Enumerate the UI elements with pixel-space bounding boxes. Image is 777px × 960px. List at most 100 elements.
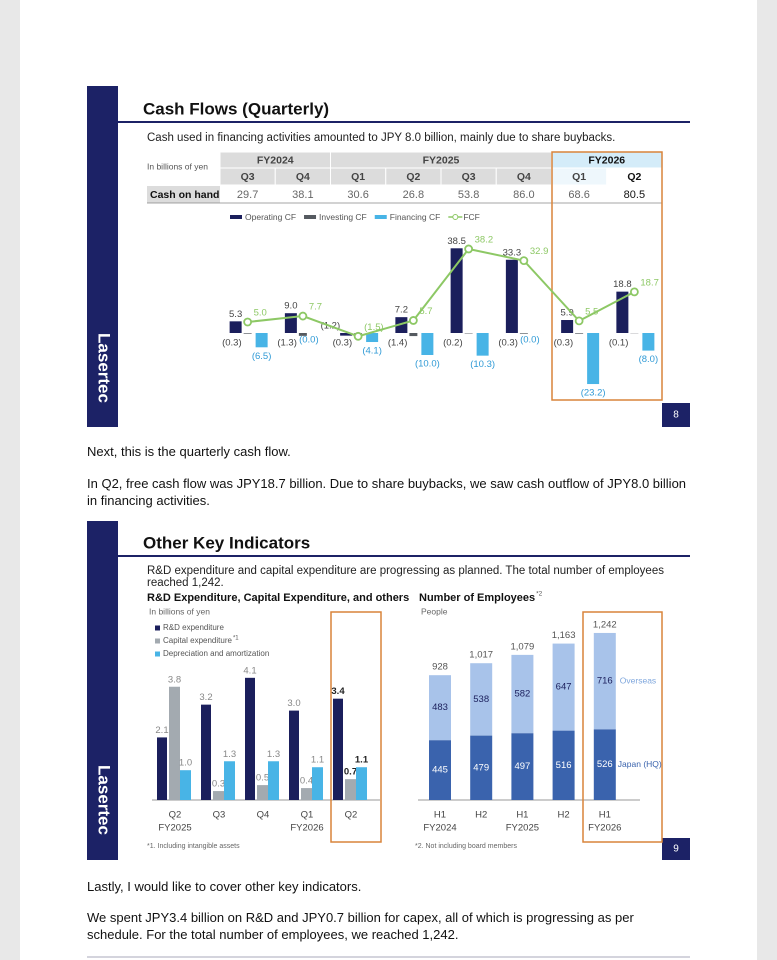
highlight-box [551, 151, 663, 401]
x-group-label: FY2024 [423, 823, 456, 834]
data-label: (10.3) [470, 359, 495, 370]
table-cell: 80.5 [624, 189, 645, 201]
bar [243, 333, 252, 334]
data-label: 3.4 [331, 686, 345, 697]
page-number-box [662, 403, 690, 427]
bar-segment [593, 632, 616, 730]
x-tick-label: Q2 [169, 810, 182, 821]
data-label: 18.7 [640, 277, 659, 288]
data-label: 5.0 [254, 308, 267, 319]
legend-swatch [374, 215, 387, 219]
quarter-header: Q2 [406, 171, 420, 183]
x-tick-label: H1 [599, 810, 611, 821]
legend-swatch [155, 638, 160, 644]
brand: Lasertec [95, 765, 114, 835]
table-cell: 68.6 [568, 189, 589, 201]
x-tick-label: Q2 [345, 810, 358, 821]
data-label: 3.2 [199, 692, 212, 703]
data-label: 33.3 [503, 247, 522, 258]
data-label: 3.8 [168, 674, 181, 685]
fiscal-year-header: FY2024 [257, 154, 294, 166]
bar [333, 698, 343, 800]
bar [169, 686, 180, 800]
data-label: 5.9 [561, 308, 574, 319]
paragraph: In Q2, free cash flow was JPY18.7 billio… [87, 476, 687, 508]
table-cell: 53.8 [458, 189, 479, 201]
x-tick-label: Q3 [213, 810, 226, 821]
chart-unit: People [421, 606, 448, 616]
table-cell: 38.1 [292, 189, 313, 201]
x-tick-label: H1 [434, 810, 446, 821]
data-label: (0.3) [498, 338, 518, 349]
bar [213, 791, 224, 800]
fiscal-year-header: FY2026 [588, 154, 625, 166]
data-label: 483 [432, 702, 448, 713]
data-label: 1.3 [267, 749, 280, 760]
data-label: (0.0) [299, 335, 319, 346]
table-cell: 86.0 [513, 189, 534, 201]
bar [255, 333, 268, 348]
bar [561, 320, 574, 333]
bar [289, 710, 299, 800]
data-label: 7.7 [309, 302, 322, 313]
legend-label: R&D expenditure [163, 623, 224, 632]
data-label: (1.4) [388, 338, 408, 349]
brand-strip [87, 86, 118, 427]
bar [201, 704, 211, 800]
quarter-header: Q4 [296, 171, 310, 183]
paragraph: Lastly, I would like to cover other key … [87, 879, 362, 894]
data-label: (23.2) [581, 388, 606, 399]
x-tick-label: H2 [475, 810, 487, 821]
brand: Lasertec [95, 333, 114, 403]
legend-label: Capital expenditure [163, 636, 232, 645]
bar [450, 248, 463, 333]
bar-segment [552, 643, 575, 731]
bar-segment [593, 729, 616, 800]
fcf-line [247, 247, 635, 338]
legend-swatch [304, 215, 317, 219]
table-cell: 30.6 [347, 189, 368, 201]
fcf-point [243, 317, 253, 327]
data-label: 479 [473, 762, 489, 773]
data-label: (1.3) [277, 338, 297, 349]
fcf-point [464, 244, 474, 254]
page-number-box [662, 838, 690, 860]
brand-strip [87, 521, 118, 860]
data-label: 0.5 [256, 773, 269, 784]
bar-segment [511, 654, 534, 734]
chart-title: R&D Expenditure, Capital Expenditure, an… [147, 592, 409, 604]
legend-label: Investing CF [319, 212, 367, 222]
legend-label: Operating CF [245, 212, 296, 222]
title-note: *2 [536, 591, 543, 598]
x-group-label: FY2026 [588, 823, 621, 834]
bar [268, 761, 279, 800]
legend-swatch [230, 215, 242, 219]
data-label: (0.3) [554, 338, 574, 349]
x-group-label: FY2025 [158, 823, 191, 834]
bar [312, 767, 323, 800]
data-label: 0.3 [212, 779, 225, 790]
data-label: (0.3) [222, 338, 242, 349]
bar [421, 333, 434, 355]
data-label: 1.1 [355, 755, 369, 766]
quarter-header: Q1 [572, 171, 586, 183]
bar-segment [429, 675, 451, 741]
data-label: 7.2 [395, 305, 408, 316]
data-label: (8.0) [639, 354, 659, 365]
paragraph: Next, this is the quarterly cash flow. [87, 444, 291, 459]
quarter-header: Q3 [462, 171, 476, 183]
slide-title: Cash Flows (Quarterly) [143, 99, 329, 118]
fcf-point [574, 316, 584, 326]
paragraph: We spent JPY3.4 billion on R&D and JPY0.… [87, 910, 634, 942]
data-label: 38.5 [447, 236, 466, 247]
data-label: 18.8 [613, 279, 632, 290]
data-label: 9.0 [284, 301, 297, 312]
table-unit: In billions of yen [147, 161, 208, 171]
highlight-box [330, 611, 382, 843]
legend-label: Depreciation and amortization [163, 649, 269, 658]
x-tick-label: Q1 [301, 810, 314, 821]
chart-title: Number of Employees [419, 592, 535, 604]
data-label: 445 [432, 765, 448, 776]
bar-segment [511, 733, 534, 800]
